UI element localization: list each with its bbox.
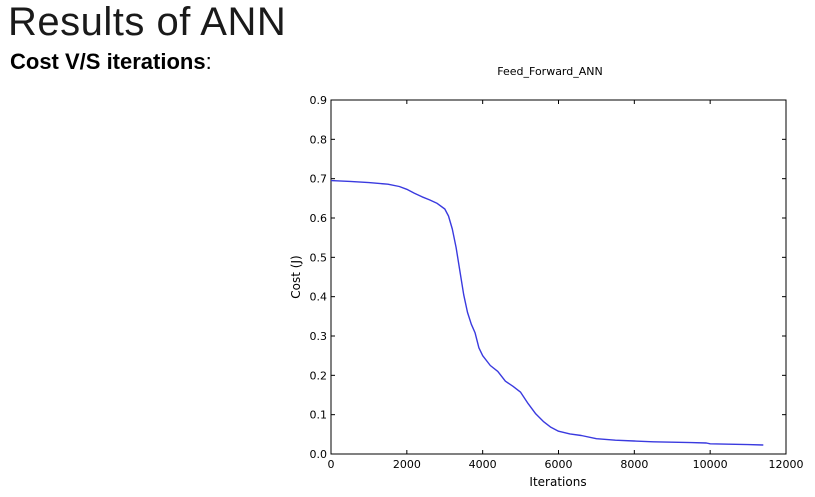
slide-title: Results of ANN xyxy=(8,0,287,44)
slide-subtitle-suffix: : xyxy=(205,49,212,74)
y-axis-label: Cost (J) xyxy=(289,255,303,298)
cost-series-line xyxy=(330,179,764,446)
y-tick-label: 0.5 xyxy=(310,251,328,264)
x-tick-label: 4000 xyxy=(469,458,497,471)
x-tick-label: 6000 xyxy=(545,458,573,471)
x-tick-label: 2000 xyxy=(393,458,421,471)
y-tick-label: 0.2 xyxy=(310,369,328,382)
y-tick-label: 0.9 xyxy=(310,94,328,107)
x-axis-label: Iterations xyxy=(529,475,586,489)
x-tick-label: 8000 xyxy=(620,458,648,471)
plot-area: 0 2000 4000 6000 8000 10000 12000 0.0 0.1 0.2 0.3 0… xyxy=(310,94,804,471)
slide-subtitle-bold: Cost V/S iterations xyxy=(10,49,206,74)
chart-title: Feed_Forward_ANN xyxy=(497,65,602,78)
y-tick-label: 0.1 xyxy=(310,409,328,422)
y-tick-label: 0.4 xyxy=(310,291,328,304)
x-tick-label: 0 xyxy=(328,458,335,471)
y-tick-label: 0.8 xyxy=(310,133,328,146)
y-tick-label: 0.3 xyxy=(310,330,328,343)
y-tick-label: 0.0 xyxy=(310,448,328,461)
y-tick-label: 0.6 xyxy=(310,212,328,225)
plot-frame xyxy=(330,99,787,455)
x-tick-label: 10000 xyxy=(693,458,728,471)
x-tick-label: 12000 xyxy=(769,458,804,471)
y-tick-label: 0.7 xyxy=(310,173,328,186)
slide-subtitle: Cost V/S iterations: xyxy=(10,48,212,76)
